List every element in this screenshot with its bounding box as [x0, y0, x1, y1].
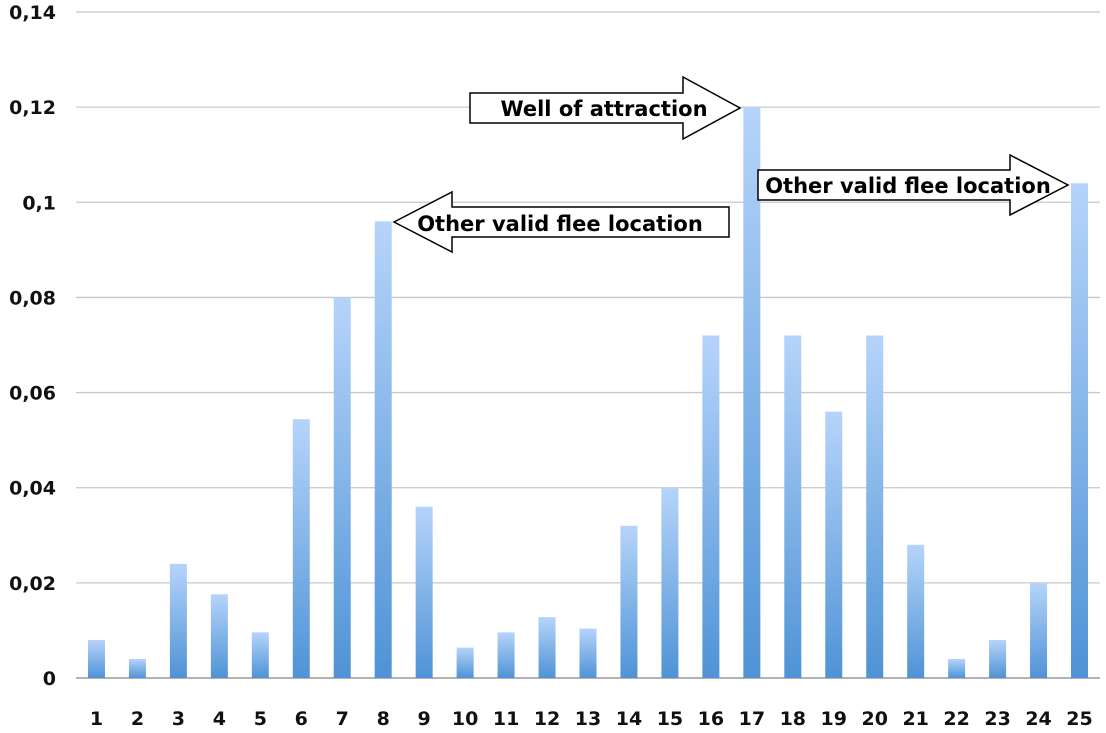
- bar-2: [128, 658, 146, 678]
- bar-16: [702, 335, 720, 678]
- bar-8: [374, 221, 392, 679]
- x-tick-label: 15: [657, 708, 683, 730]
- x-axis-ticks: 1 2 3 4 5 6 7 8 9 10 11 12 13 14 15 16 17 18 19 20 21 22 23 24 2…: [90, 708, 1093, 730]
- bar-13: [579, 628, 597, 678]
- x-tick-label: 16: [698, 708, 724, 730]
- arrow-left-shape: [392, 190, 730, 254]
- x-tick-label: 17: [739, 708, 765, 730]
- x-tick-label: 24: [1025, 708, 1051, 730]
- bar-20: [866, 335, 884, 678]
- annotations: Well of attraction Other valid flee loca…: [392, 75, 1070, 254]
- x-tick-label: 20: [861, 708, 887, 730]
- bar-6: [292, 419, 310, 678]
- x-tick-label: 18: [780, 708, 806, 730]
- bar-3: [169, 563, 187, 678]
- bar-19: [825, 411, 843, 678]
- y-tick-label: 0,04: [9, 478, 56, 500]
- bar-10: [456, 647, 474, 678]
- y-axis-ticks: 0 0,02 0,04 0,06 0,08 0,1 0,12 0,14: [9, 2, 56, 690]
- x-tick-label: 21: [902, 708, 928, 730]
- x-tick-label: 11: [493, 708, 519, 730]
- gridlines: [76, 11, 1100, 679]
- x-tick-label: 1: [90, 708, 103, 730]
- x-tick-label: 25: [1066, 708, 1092, 730]
- x-tick-label: 23: [984, 708, 1010, 730]
- arrow-right-shape: [757, 153, 1070, 217]
- x-tick-label: 8: [377, 708, 390, 730]
- y-tick-label: 0,14: [9, 2, 56, 24]
- y-tick-label: 0,06: [9, 383, 56, 405]
- x-tick-label: 13: [575, 708, 601, 730]
- x-tick-label: 2: [131, 708, 144, 730]
- bar-18: [784, 335, 802, 678]
- bars: [87, 107, 1089, 679]
- annotation-flee-location-25: Other valid flee location: [757, 153, 1070, 217]
- x-tick-label: 7: [336, 708, 349, 730]
- x-tick-label: 14: [616, 708, 642, 730]
- x-tick-label: 9: [418, 708, 431, 730]
- bar-14: [620, 525, 638, 678]
- y-tick-label: 0,12: [9, 97, 56, 119]
- annotation-well-of-attraction: Well of attraction: [469, 75, 742, 141]
- bar-12: [538, 617, 556, 678]
- bar-1: [87, 639, 105, 678]
- x-tick-label: 22: [943, 708, 969, 730]
- y-tick-label: 0,1: [22, 192, 56, 214]
- x-tick-label: 19: [821, 708, 847, 730]
- bar-25: [1071, 183, 1089, 678]
- annotation-flee-location-8: Other valid flee location: [392, 190, 730, 254]
- annotation-label: Other valid flee location: [417, 212, 703, 236]
- bar-9: [415, 506, 433, 678]
- bar-7: [333, 297, 351, 678]
- bar-5: [251, 632, 269, 678]
- bar-24: [1030, 582, 1048, 678]
- bar-15: [661, 487, 679, 678]
- annotation-label: Well of attraction: [500, 97, 707, 121]
- x-tick-label: 4: [213, 708, 226, 730]
- bar-23: [989, 639, 1007, 678]
- x-tick-label: 3: [172, 708, 185, 730]
- bar-4: [210, 594, 228, 678]
- bar-11: [497, 632, 515, 678]
- y-tick-label: 0: [43, 668, 56, 690]
- y-tick-label: 0,02: [9, 573, 56, 595]
- x-tick-label: 6: [295, 708, 308, 730]
- bar-22: [948, 658, 966, 678]
- bar-21: [907, 544, 925, 678]
- x-tick-label: 5: [254, 708, 267, 730]
- bar-17: [743, 107, 761, 678]
- y-tick-label: 0,08: [9, 287, 56, 309]
- x-tick-label: 10: [452, 708, 478, 730]
- arrow-right-shape: [469, 75, 742, 141]
- x-tick-label: 12: [534, 708, 560, 730]
- annotation-label: Other valid flee location: [765, 174, 1051, 198]
